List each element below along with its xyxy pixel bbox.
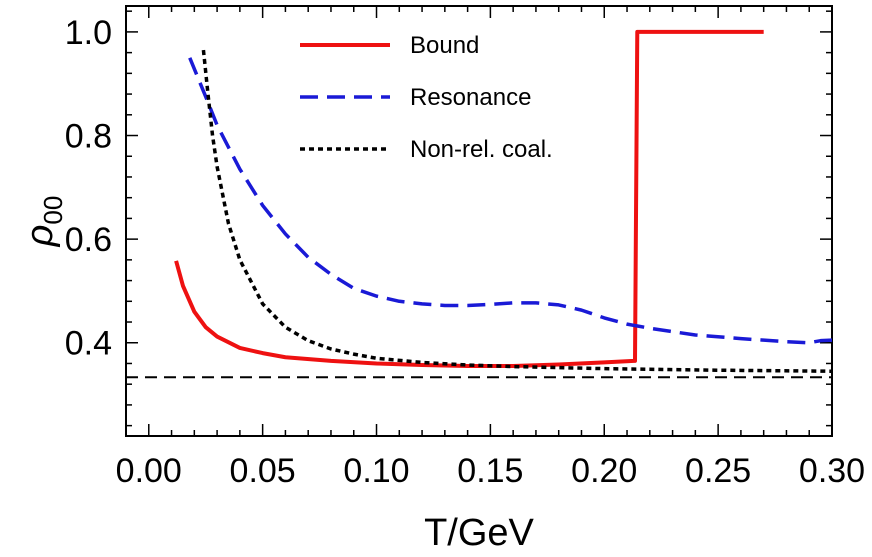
x-tick-label: 0.05: [230, 452, 296, 490]
y-tick-label: 1.0: [65, 14, 112, 52]
y-tick-label: 0.6: [65, 221, 112, 259]
tick-labels: 0.00 0.05 0.10 0.15 0.20 0.25 0.30 0.4 0.6 0.8 1.0: [65, 14, 865, 490]
y-tick-label: 0.8: [65, 118, 112, 156]
legend-label-1: Bound: [410, 32, 479, 59]
series-line-3: [201, 49, 833, 373]
legend-label-2: Resonance: [410, 84, 531, 111]
series-line-2: [188, 57, 833, 345]
x-tick-label: 0.10: [343, 452, 409, 490]
plot-area-border: [125, 5, 833, 437]
legend-label-3: Non-rel. coal.: [410, 136, 553, 163]
plot-frame: [125, 5, 833, 437]
x-tick-label: 0.20: [571, 452, 637, 490]
x-axis-label: T/GeV: [424, 512, 534, 554]
series-layer: [174, 29, 833, 373]
legend: Bound Resonance Non-rel. coal.: [300, 32, 553, 163]
x-tick-label: 0.30: [799, 452, 865, 490]
axis-ticks: [126, 6, 833, 436]
series-line-1: [174, 29, 764, 369]
x-tick-label: 0.00: [116, 452, 182, 490]
y-axis-label-base: ρ: [19, 225, 61, 248]
x-tick-label: 0.15: [457, 452, 523, 490]
y-axis-label-subscript: 00: [38, 196, 68, 225]
x-tick-label: 0.25: [685, 452, 751, 490]
x-axis-title: T/GeV: [424, 512, 534, 554]
y-axis-title: ρ00: [19, 196, 68, 248]
y-tick-label: 0.4: [65, 325, 112, 363]
y-axis-label: ρ00: [19, 196, 68, 248]
